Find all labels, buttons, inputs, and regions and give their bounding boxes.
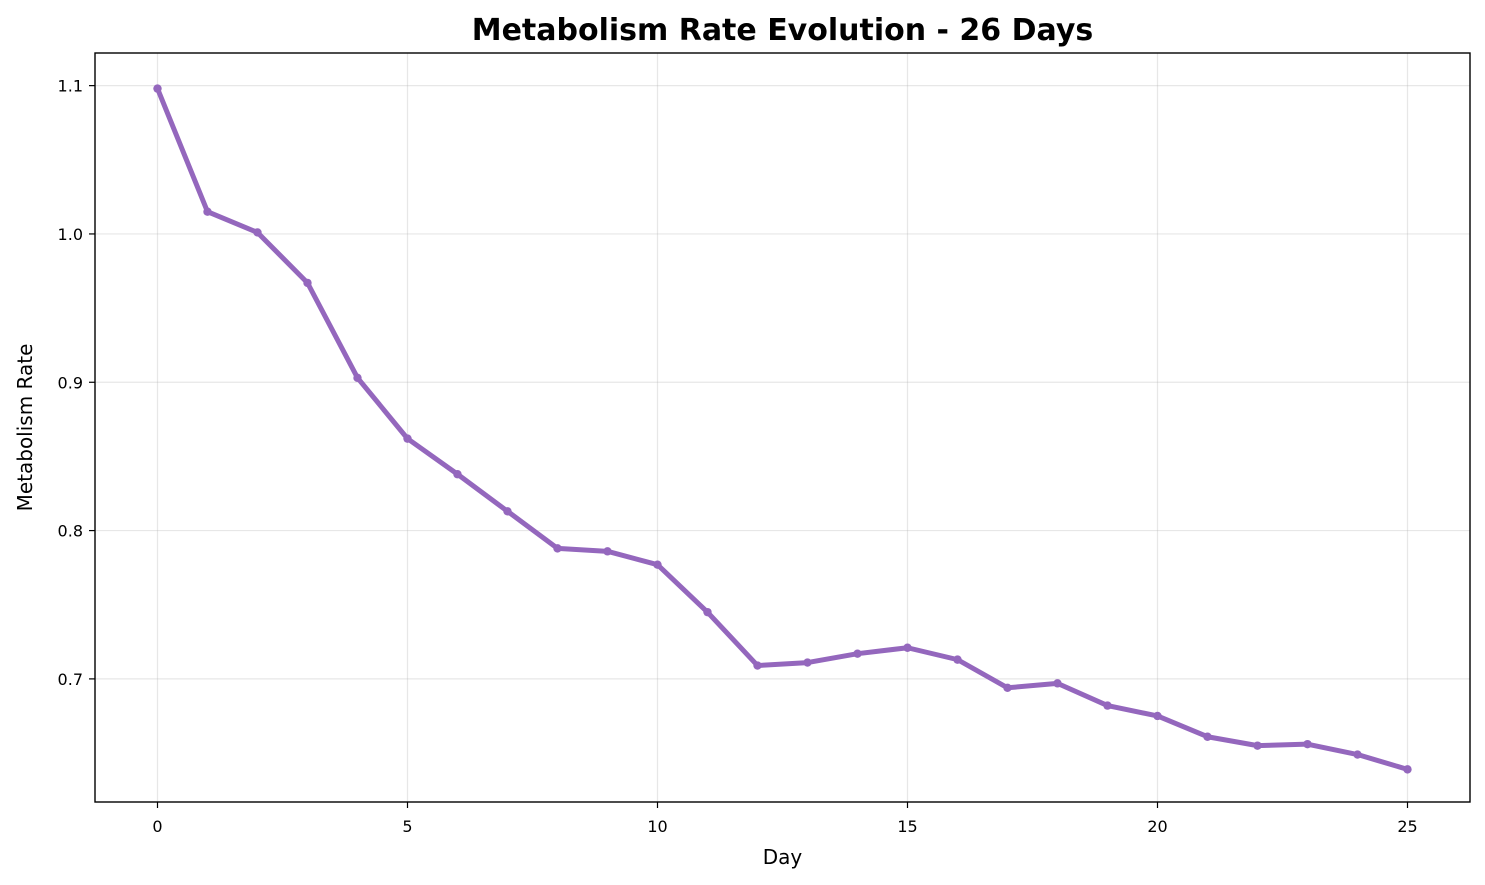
data-point <box>903 643 912 652</box>
series-line <box>155 86 1410 772</box>
data-point <box>703 607 712 617</box>
data-point <box>603 547 612 556</box>
y-tick-label: 1.1 <box>58 77 83 96</box>
data-point <box>303 278 312 288</box>
y-tick-label: 1.0 <box>58 225 83 244</box>
data-point <box>1103 701 1112 710</box>
data-point <box>153 84 162 93</box>
data-point <box>1353 750 1362 759</box>
data-point <box>1403 765 1412 774</box>
x-tick-label: 10 <box>647 817 667 836</box>
plot-frame <box>94 52 1471 803</box>
data-point <box>1003 683 1012 692</box>
data-point <box>453 470 462 479</box>
data-point <box>753 661 762 670</box>
x-axis-label: Day <box>763 845 803 869</box>
data-point <box>503 507 512 516</box>
y-tick-label: 0.7 <box>58 670 83 689</box>
x-tick-label: 0 <box>152 817 162 836</box>
data-point <box>203 207 212 216</box>
y-tick-label: 0.9 <box>58 373 83 392</box>
data-point <box>1153 711 1162 721</box>
data-point <box>653 560 662 569</box>
data-point <box>1303 739 1312 749</box>
data-point <box>553 544 562 553</box>
ticks-layer: 0 5 10 15 20 25 0.7 0.8 0.9 1.0 1.1 <box>58 77 1418 836</box>
chart-title: Metabolism Rate Evolution - 26 Days <box>472 13 1094 48</box>
y-tick-label: 0.8 <box>58 522 83 541</box>
x-tick-label: 20 <box>1147 817 1167 836</box>
x-tick-label: 15 <box>897 817 917 836</box>
series-layer <box>153 84 1412 774</box>
y-axis-label: Metabolism Rate <box>13 344 37 512</box>
data-point <box>1203 732 1212 741</box>
data-point <box>1053 679 1062 688</box>
data-point <box>853 649 862 658</box>
grid-layer <box>95 53 1470 802</box>
data-point <box>1253 741 1262 750</box>
data-point <box>353 373 362 383</box>
data-point <box>953 655 962 664</box>
x-tick-label: 25 <box>1397 817 1417 836</box>
data-point <box>403 434 412 443</box>
x-tick-label: 5 <box>402 817 412 836</box>
data-point <box>803 658 812 667</box>
data-point <box>253 228 262 237</box>
